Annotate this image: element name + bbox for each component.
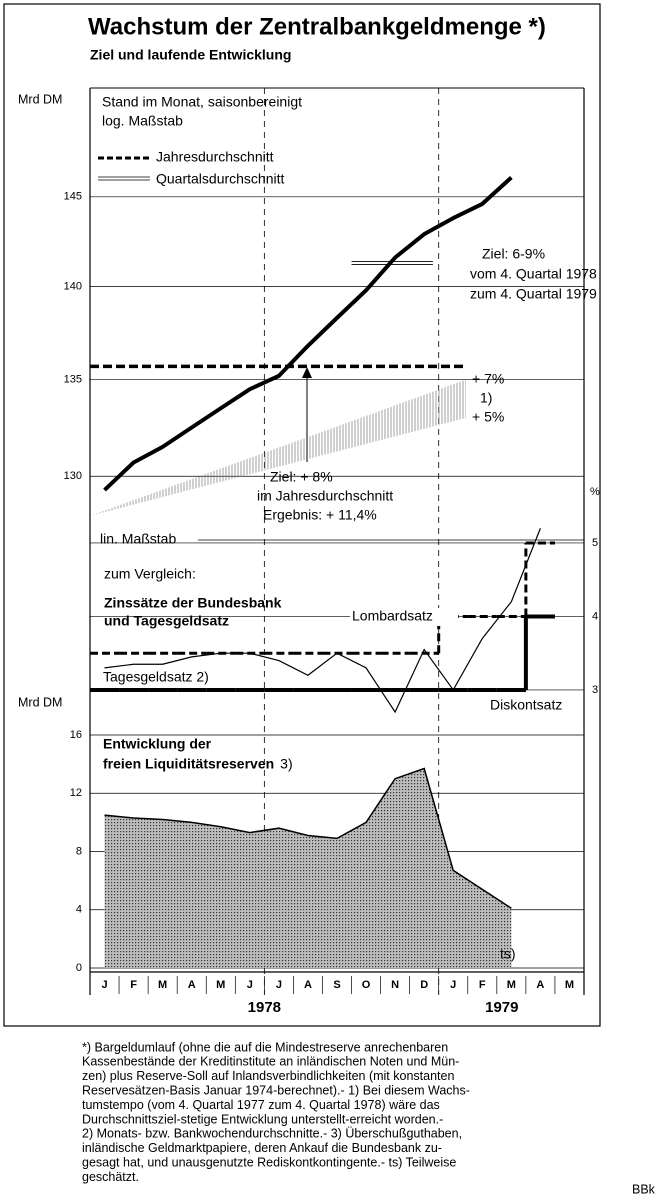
x-tick-label: F <box>130 979 137 991</box>
x-tick-label: D <box>420 979 428 991</box>
x-tick-label: J <box>450 979 456 991</box>
x-tick-label: S <box>333 979 340 991</box>
y-tick-label: 140 <box>64 281 82 293</box>
x-tick-label: A <box>188 979 196 991</box>
x-tick-label: A <box>536 979 544 991</box>
annotation: vom 4. Quartal 1978 <box>470 266 597 282</box>
year-label: 1978 <box>248 999 281 1016</box>
x-tick-label: F <box>479 979 486 991</box>
annotation: zum 4. Quartal 1979 <box>470 286 597 302</box>
x-tick-label: J <box>247 979 253 991</box>
note: 3) <box>280 756 292 772</box>
legend-label: Quartalsdurchschnitt <box>156 171 285 187</box>
note: und Tagesgeldsatz <box>104 613 229 629</box>
footnote-line: *) Bargeldumlauf (ohne die auf die Minde… <box>82 1040 448 1054</box>
series-label: Lombardsatz <box>352 608 433 624</box>
y-tick-label: 3 <box>592 684 598 696</box>
overnight-rate-line <box>104 528 541 714</box>
frame <box>3 3 601 1027</box>
x-tick-label: N <box>391 979 399 991</box>
target-corridor <box>90 379 466 516</box>
series-label: Tagesgeldsatz 2) <box>103 669 209 685</box>
chart-title: Wachstum der Zentralbankgeldmenge *) <box>88 13 546 40</box>
y-tick-label: 4 <box>592 610 598 622</box>
note: freien Liquiditätsreserven <box>103 756 274 772</box>
footnote-line: Kassenbestände der Kreditinstitute an in… <box>82 1055 459 1069</box>
y-axis-label: Mrd DM <box>18 695 62 709</box>
note: zum Vergleich: <box>104 566 196 582</box>
arrow-head <box>302 367 312 378</box>
liquidity-outline <box>104 767 512 909</box>
x-tick-label: M <box>216 979 225 991</box>
footnote-line: geschätzt. <box>82 1170 139 1184</box>
y-axis-label: Mrd DM <box>18 92 62 106</box>
money-line <box>103 176 513 492</box>
y-tick-label: 8 <box>76 845 82 857</box>
year-label: 1979 <box>485 999 518 1016</box>
x-tick-label: M <box>565 979 574 991</box>
y-tick-label: 0 <box>76 962 82 974</box>
x-tick-label: M <box>158 979 167 991</box>
subtitle: Ziel und laufende Entwicklung <box>90 47 291 63</box>
y-tick-label: 130 <box>64 470 82 482</box>
x-tick-label: J <box>276 979 282 991</box>
annotation: Ziel: 6-9% <box>482 246 545 262</box>
legend-label: Jahresdurchschnitt <box>156 149 274 165</box>
corridor-label: 1) <box>480 389 492 405</box>
footnote-line: zen) plus Reserve-Soll auf Inlandsverbin… <box>82 1069 454 1083</box>
note: Entwicklung der <box>103 736 212 752</box>
y-tick-label: 16 <box>70 729 82 741</box>
liquidity-area <box>104 768 512 968</box>
y-tick-label: 4 <box>76 904 82 916</box>
footnote-line: Reservesätzen-Basis Januar 1974-berechne… <box>82 1083 470 1097</box>
y-tick-label: 145 <box>64 191 82 203</box>
footnote-line: 2) Monats- bzw. Bankwochendurchschnitte.… <box>82 1127 462 1141</box>
x-tick-label: M <box>507 979 516 991</box>
note: log. Maßstab <box>102 113 183 129</box>
x-tick-label: O <box>362 979 371 991</box>
x-tick-label: J <box>101 979 107 991</box>
label-bg <box>486 697 562 715</box>
footnote-line: Durchschnittsziel-stetige Entwicklung un… <box>82 1112 443 1126</box>
series-label: Diskontsatz <box>490 697 562 713</box>
footnote-line: inländische Geldmarktpapiere, deren Anka… <box>82 1141 442 1155</box>
annotation: Ergebnis: + 11,4% <box>263 507 377 523</box>
x-tick-label: A <box>304 979 312 991</box>
footnote-line: gesagt hat, und unausgenutzte Rediskontk… <box>82 1155 456 1169</box>
annotation: ts) <box>500 946 516 962</box>
corridor-label: + 7% <box>472 370 504 386</box>
note: Stand im Monat, saisonbereinigt <box>102 94 302 110</box>
source: BBk <box>632 1182 656 1196</box>
corridor-label: + 5% <box>472 409 504 425</box>
annotation: Ziel: + 8% <box>270 469 333 485</box>
label-bg <box>350 608 458 626</box>
annotation: im Jahresdurchschnitt <box>257 488 393 504</box>
scale-note: lin. Maßstab <box>100 531 176 547</box>
y-tick-label: 5 <box>592 537 598 549</box>
note: Zinssätze der Bundesbank <box>104 595 282 611</box>
y-tick-label: 12 <box>70 787 82 799</box>
y-tick-label: 135 <box>64 374 82 386</box>
footnote-line: tumstempo (vom 4. Quartal 1977 zum 4. Qu… <box>82 1098 440 1112</box>
y-axis-label: % <box>590 486 600 498</box>
